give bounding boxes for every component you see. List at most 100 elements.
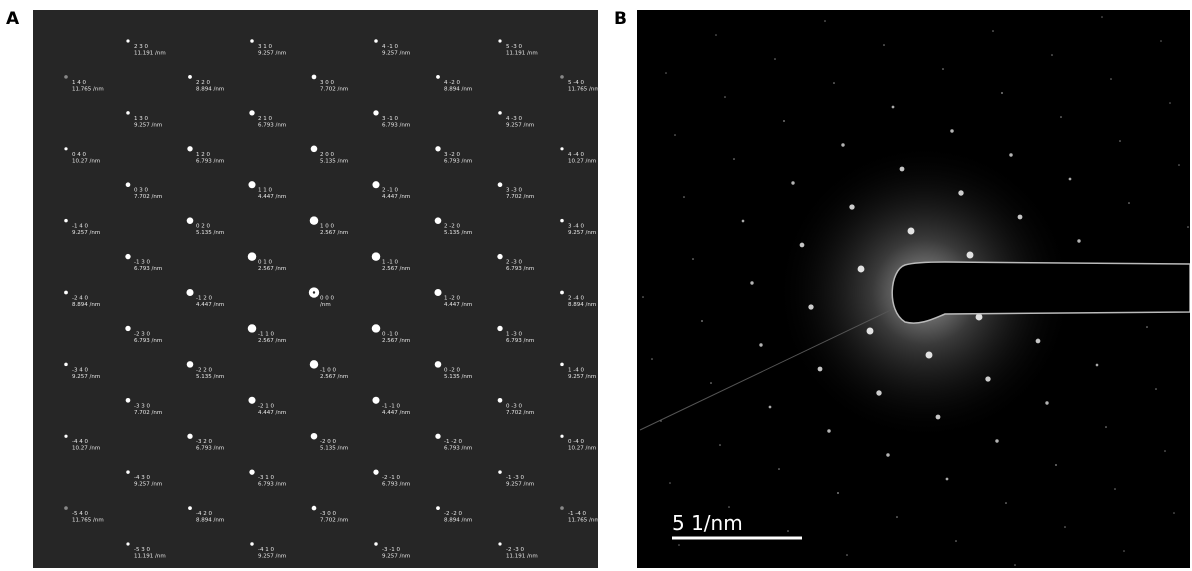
spot-spacing: 11.191 /nm xyxy=(134,51,166,57)
spot-index: 1 2 0 xyxy=(196,152,210,158)
diffraction-spot xyxy=(866,327,874,335)
spot-index: 0 -3 0 xyxy=(506,403,522,409)
spot-index: -5 3 0 xyxy=(134,547,150,553)
spot-index: -1 2 0 xyxy=(196,296,212,302)
spot xyxy=(125,325,131,332)
spot-spacing: 6.793 /nm xyxy=(196,446,224,452)
spot xyxy=(434,217,442,224)
spot-spacing: 7.702 /nm xyxy=(506,194,534,200)
diffraction-spot xyxy=(817,366,823,372)
spot-spacing: 10.27 /nm xyxy=(568,446,596,452)
spot-spacing: 8.894 /nm xyxy=(444,86,472,92)
spot xyxy=(435,433,441,439)
diffraction-spot xyxy=(945,477,949,481)
spot-index: 2 2 0 xyxy=(196,80,210,86)
spot xyxy=(187,433,193,439)
spot-index: -3 1 0 xyxy=(258,475,274,481)
spot-spacing: 7.702 /nm xyxy=(506,410,534,416)
diffraction-spot xyxy=(1105,426,1107,428)
spot-index: -2 -2 0 xyxy=(444,511,462,517)
diffraction-spot xyxy=(975,313,983,321)
spot-spacing: 4.447 /nm xyxy=(196,302,224,308)
spot-index: 2 -4 0 xyxy=(568,296,584,302)
diffraction-spot xyxy=(651,358,653,360)
spot xyxy=(373,469,379,475)
spot xyxy=(186,288,194,297)
spot-spacing: /nm xyxy=(320,302,331,308)
spot xyxy=(435,146,441,152)
diffraction-spot xyxy=(955,540,957,542)
diffraction-spot xyxy=(741,219,745,223)
spot-index: 1 -1 0 xyxy=(382,260,398,266)
spot xyxy=(125,253,131,260)
spot xyxy=(372,396,380,404)
spot-spacing: 6.793 /nm xyxy=(258,482,286,488)
diffraction-spot xyxy=(1051,54,1053,56)
spot xyxy=(186,361,194,368)
diffraction-spot xyxy=(724,96,726,98)
diffraction-spot xyxy=(768,405,772,409)
spot xyxy=(436,506,440,510)
diffraction-spot xyxy=(1164,450,1166,452)
spot xyxy=(64,434,68,438)
spot-index: -2 2 0 xyxy=(196,367,212,373)
spot xyxy=(310,432,318,440)
diffraction-spot xyxy=(674,134,676,136)
diffraction-spot xyxy=(778,468,780,470)
diffraction-spot xyxy=(1077,239,1081,243)
diffraction-spot xyxy=(783,120,785,122)
spot xyxy=(310,145,318,153)
spot-spacing: 6.793 /nm xyxy=(134,266,162,272)
spot-index: -3 3 0 xyxy=(134,403,150,409)
spot xyxy=(126,470,130,474)
diffraction-spot xyxy=(1068,177,1072,181)
spot-index: 3 -1 0 xyxy=(382,116,398,122)
diffraction-spot xyxy=(1060,116,1062,118)
spot-index: 2 -2 0 xyxy=(444,224,460,230)
diffraction-spot xyxy=(1045,401,1049,405)
spot-spacing: 6.793 /nm xyxy=(196,158,224,164)
diffraction-spot xyxy=(774,58,776,60)
diffraction-spot xyxy=(883,44,885,46)
streak xyxy=(639,307,896,431)
diffraction-spot xyxy=(966,251,974,259)
diffraction-spot xyxy=(1055,464,1057,466)
spot-index: 0 3 0 xyxy=(134,188,148,194)
spot xyxy=(250,542,254,546)
spot-index: -2 3 0 xyxy=(134,331,150,337)
spot-spacing: 5.135 /nm xyxy=(320,446,348,452)
diffraction-spot xyxy=(1173,512,1175,514)
spot-spacing: 7.702 /nm xyxy=(134,194,162,200)
spot-spacing: 9.257 /nm xyxy=(258,51,286,57)
spot-index: -3 0 0 xyxy=(320,511,336,517)
spot-spacing: 11.191 /nm xyxy=(506,51,538,57)
diffraction-spot xyxy=(1123,550,1125,552)
spot-spacing: 9.257 /nm xyxy=(382,51,410,57)
diffraction-spot xyxy=(841,143,845,147)
spot-index: 0 -4 0 xyxy=(568,439,584,445)
scale-bar-label: 5 1/nm xyxy=(672,511,743,535)
spot xyxy=(64,290,68,295)
spot-center xyxy=(312,291,316,294)
diffraction-spot xyxy=(733,158,735,160)
spot-index: 1 1 0 xyxy=(258,188,272,194)
diffraction-spot xyxy=(1095,363,1099,367)
spot-index: 1 3 0 xyxy=(134,116,148,122)
diffraction-spot xyxy=(907,227,915,235)
spot-index: 4 -1 0 xyxy=(382,44,398,50)
diffraction-spot xyxy=(992,30,994,32)
spot-index: 3 0 0 xyxy=(320,80,334,86)
spot-spacing: 5.135 /nm xyxy=(444,374,472,380)
spot xyxy=(434,288,442,297)
diffraction-spot xyxy=(942,68,944,70)
spot-spacing: 6.793 /nm xyxy=(444,446,472,452)
diffraction-spot xyxy=(985,376,991,382)
spot xyxy=(371,252,381,261)
spot-index: 4 -3 0 xyxy=(506,116,522,122)
spot-spacing: 7.702 /nm xyxy=(320,86,348,92)
spot-spacing: 8.894 /nm xyxy=(568,302,596,308)
spot-spacing: 11.765 /nm xyxy=(568,518,600,524)
spot-spacing: 7.702 /nm xyxy=(134,410,162,416)
spot xyxy=(125,182,131,188)
diffraction-spot xyxy=(791,181,795,185)
